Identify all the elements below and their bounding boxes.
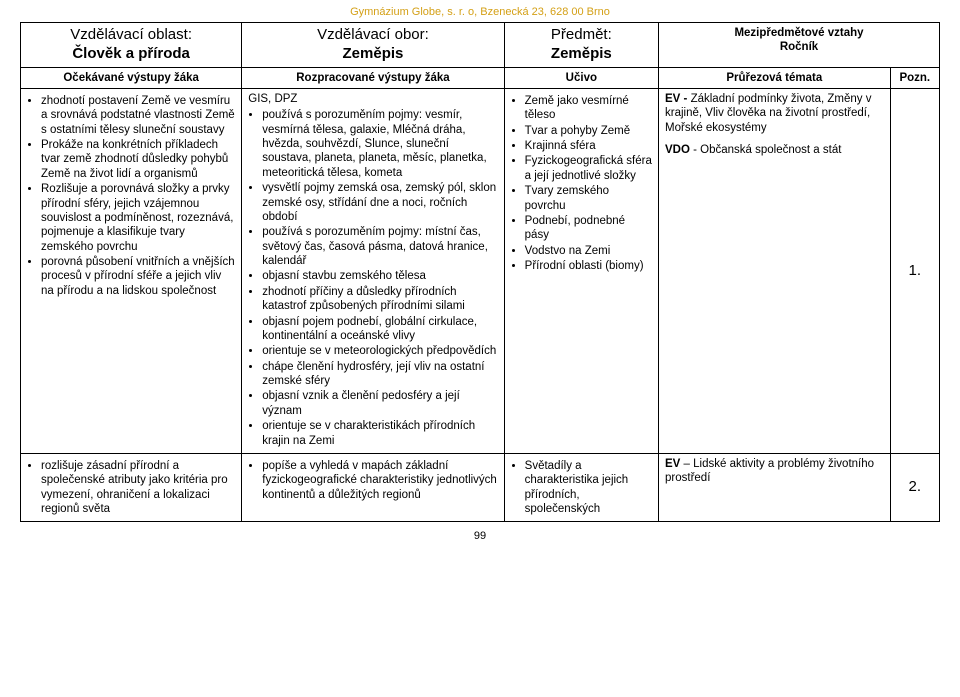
list-item: vysvětlí pojmy zemská osa, zemský pól, s… — [262, 181, 497, 224]
gis-dpz: GIS, DPZ — [248, 92, 497, 106]
list-item: orientuje se v charakteristikách přírodn… — [262, 419, 497, 448]
list-item: objasní pojem podnebí, globální cirkulac… — [262, 315, 497, 344]
ev-block: EV - Základní podmínky života, Změny v k… — [665, 92, 884, 135]
r3c5: 1. — [890, 88, 939, 453]
content-row-2: rozlišuje zásadní přírodní a společenské… — [21, 453, 940, 522]
ev2-text: – Lidské aktivity a problémy životního p… — [665, 458, 874, 484]
r3c3: Země jako vesmírné tělesoTvar a pohyby Z… — [504, 88, 658, 453]
list-item: orientuje se v meteorologických předpově… — [262, 344, 497, 358]
r4c3: Světadíly a charakteristika jejich příro… — [504, 453, 658, 522]
list-item: Fyzickogeografická sféra a její jednotli… — [525, 154, 652, 183]
col-header-detailed: Rozpracované výstupy žáka — [242, 67, 504, 88]
content-row-1: zhodnotí postavení Země ve vesmíru a sro… — [21, 88, 940, 453]
r3c1: zhodnotí postavení Země ve vesmíru a sro… — [21, 88, 242, 453]
list-item: Podnebí, podnebné pásy — [525, 214, 652, 243]
list-item: Prokáže na konkrétních příkladech tvar z… — [41, 138, 235, 181]
list-item: zhodnotí postavení Země ve vesmíru a sro… — [41, 94, 235, 137]
header-row-1: Vzdělávací oblast: Člověk a příroda Vzdě… — [21, 23, 940, 68]
vdo-label: VDO — [665, 144, 690, 156]
col-header-topics: Průřezová témata — [659, 67, 891, 88]
list-item: rozlišuje zásadní přírodní a společenské… — [41, 459, 235, 517]
list-item: Vodstvo na Zemi — [525, 244, 652, 258]
header-row-2: Očekávané výstupy žáka Rozpracované výst… — [21, 67, 940, 88]
col-header-note: Pozn. — [890, 67, 939, 88]
page-number: 99 — [0, 522, 960, 542]
field-cell: Vzdělávací obor: Zeměpis — [242, 23, 504, 68]
vdo-block: VDO - Občanská společnost a stát — [665, 143, 884, 157]
list-item: objasní stavbu zemského tělesa — [262, 269, 497, 283]
field-label: Vzdělávací obor: — [248, 26, 497, 45]
list-item: Krajinná sféra — [525, 139, 652, 153]
page-header: Gymnázium Globe, s. r. o, Bzenecká 23, 6… — [0, 0, 960, 22]
subject-label: Předmět: — [511, 26, 652, 45]
relations-cell: Mezipředmětové vztahy Ročník — [659, 23, 940, 68]
list-item: porovná působení vnitřních a vnějších pr… — [41, 255, 235, 298]
col-header-outcomes: Očekávané výstupy žáka — [21, 67, 242, 88]
subject-cell: Předmět: Zeměpis — [504, 23, 658, 68]
list-item: Rozlišuje a porovnává složky a prvky pří… — [41, 182, 235, 254]
list-item: chápe členění hydrosféry, její vliv na o… — [262, 360, 497, 389]
r3c2: GIS, DPZ používá s porozuměním pojmy: ve… — [242, 88, 504, 453]
area-cell: Vzdělávací oblast: Člověk a příroda — [21, 23, 242, 68]
r3c4: EV - Základní podmínky života, Změny v k… — [659, 88, 891, 453]
r4c1: rozlišuje zásadní přírodní a společenské… — [21, 453, 242, 522]
list-item: popíše a vyhledá v mapách základní fyzic… — [262, 459, 497, 502]
subject-value: Zeměpis — [511, 45, 652, 64]
vdo-text: - Občanská společnost a stát — [690, 144, 842, 156]
ev2-label: EV — [665, 458, 680, 470]
area-value: Člověk a příroda — [27, 45, 235, 64]
list-item: používá s porozuměním pojmy: vesmír, ves… — [262, 108, 497, 180]
list-item: používá s porozuměním pojmy: místní čas,… — [262, 225, 497, 268]
list-item: Tvar a pohyby Země — [525, 124, 652, 138]
list-item: zhodnotí příčiny a důsledky přírodních k… — [262, 285, 497, 314]
r4c4: EV – Lidské aktivity a problémy životníh… — [659, 453, 891, 522]
r4c5: 2. — [890, 453, 939, 522]
list-item: Tvary zemského povrchu — [525, 184, 652, 213]
field-value: Zeměpis — [248, 45, 497, 64]
ev-text: Základní podmínky života, Změny v krajin… — [665, 93, 871, 134]
r4c2: popíše a vyhledá v mapách základní fyzic… — [242, 453, 504, 522]
list-item: Světadíly a charakteristika jejich příro… — [525, 459, 652, 517]
list-item: Země jako vesmírné těleso — [525, 94, 652, 123]
list-item: objasní vznik a členění pedosféry a její… — [262, 389, 497, 418]
curriculum-table: Vzdělávací oblast: Člověk a příroda Vzdě… — [20, 22, 940, 522]
list-item: Přírodní oblasti (biomy) — [525, 259, 652, 273]
col-header-content: Učivo — [504, 67, 658, 88]
ev-label: EV - — [665, 93, 691, 105]
area-label: Vzdělávací oblast: — [27, 26, 235, 45]
